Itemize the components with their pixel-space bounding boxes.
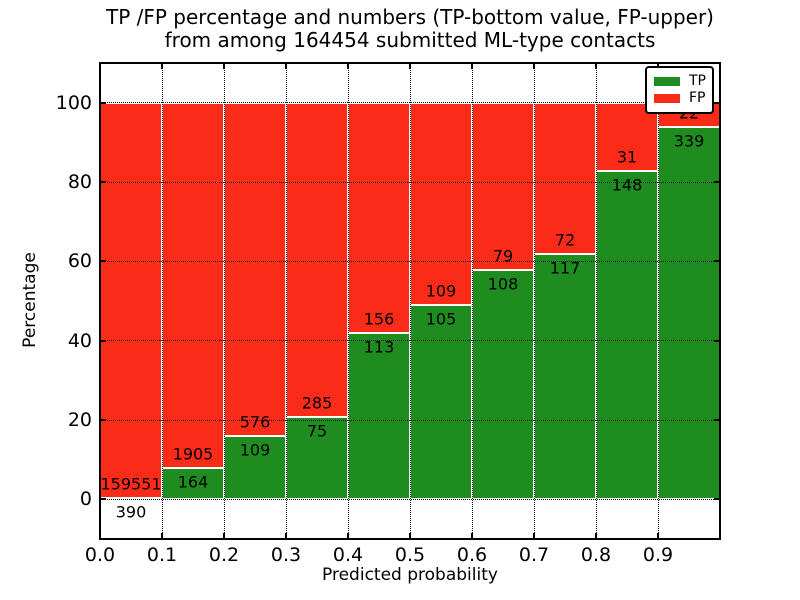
fp-count-label: 156: [363, 309, 395, 329]
bar-segment-tp: [224, 436, 286, 500]
y-tick-label: 20: [67, 409, 92, 431]
fp-count-label: 72: [554, 230, 576, 250]
x-tick-label: 0.4: [332, 544, 364, 566]
y-tick-left: [100, 419, 106, 421]
legend-item-tp: TP: [654, 73, 706, 90]
bar-segment-tp: [286, 416, 348, 500]
y-tick-left: [100, 181, 106, 183]
fp-count-label: 109: [425, 281, 457, 301]
fp-count-label: 31: [616, 147, 638, 167]
fp-count-label: 576: [239, 412, 271, 432]
bar-segment-tp: [410, 304, 472, 500]
x-tick-top: [347, 63, 349, 69]
legend-swatch-fp: [654, 94, 680, 103]
x-tick-bottom: [347, 533, 349, 539]
fp-count-label: 1905: [172, 444, 214, 464]
x-tick-top: [471, 63, 473, 69]
x-tick-bottom: [99, 533, 101, 539]
x-tick-label: 0.6: [456, 544, 488, 566]
legend-item-fp: FP: [654, 90, 706, 107]
x-tick-bottom: [161, 533, 163, 539]
chart-title: TP /FP percentage and numbers (TP-bottom…: [100, 6, 720, 52]
bar-segment-fp: [410, 102, 472, 305]
x-tick-label: 0.7: [518, 544, 550, 566]
x-tick-label: 0.3: [270, 544, 302, 566]
chart-title-line1: TP /FP percentage and numbers (TP-bottom…: [106, 5, 714, 29]
x-tick-top: [223, 63, 225, 69]
tp-count-label: 108: [487, 274, 519, 294]
y-tick-label: 100: [55, 91, 92, 114]
bar-segment-tp: [348, 332, 410, 500]
bar-segment-tp: [658, 126, 720, 500]
bar-segment-tp: [534, 253, 596, 500]
fp-count-label: 79: [492, 246, 514, 266]
tp-count-label: 113: [363, 337, 395, 357]
y-tick-right: [714, 260, 720, 263]
bar-segment-fp: [348, 102, 410, 333]
legend: TP FP: [645, 66, 714, 114]
x-axis-label: Predicted probability: [322, 565, 498, 585]
tp-count-label: 148: [611, 175, 643, 195]
tp-count-label: 109: [239, 440, 271, 460]
bar-segment-tp: [472, 270, 534, 500]
bar-segment-fp: [224, 102, 286, 437]
bar-segment-fp: [162, 102, 224, 468]
x-tick-top: [285, 63, 287, 69]
x-tick-top: [595, 63, 597, 69]
x-tick-top: [533, 63, 535, 69]
chart-title-line2: from among 164454 submitted ML-type cont…: [164, 28, 656, 52]
legend-swatch-tp: [654, 77, 680, 86]
tp-count-label: 105: [425, 309, 457, 329]
bar-segment-fp: [286, 102, 348, 417]
legend-label: TP: [689, 73, 706, 89]
legend-label: FP: [689, 90, 706, 106]
y-tick-label: 0: [79, 488, 92, 511]
y-tick-label: 40: [67, 329, 92, 352]
y-tick-left: [100, 260, 106, 263]
x-tick-label: 0.0: [84, 544, 116, 566]
x-tick-bottom: [285, 533, 287, 539]
y-tick-right: [714, 101, 720, 104]
y-tick-label: 60: [67, 250, 92, 273]
tp-count-label: 164: [177, 472, 209, 492]
tp-count-label: 75: [306, 421, 328, 441]
bar-segment-fp: [100, 102, 162, 499]
fp-count-label: 285: [301, 393, 333, 413]
x-tick-bottom: [223, 533, 225, 539]
x-tick-label: 0.1: [146, 544, 178, 566]
y-tick-right: [714, 498, 720, 501]
x-tick-bottom: [533, 533, 535, 539]
y-tick-left: [100, 498, 106, 501]
x-tick-label: 0.8: [580, 544, 612, 566]
x-tick-bottom: [657, 533, 659, 539]
fp-count-label: 159551: [100, 474, 162, 494]
x-tick-bottom: [471, 533, 473, 539]
tp-count-label: 390: [115, 502, 147, 522]
y-tick-right: [714, 181, 720, 183]
x-tick-label: 0.2: [208, 544, 240, 566]
x-tick-bottom: [595, 533, 597, 539]
y-tick-label: 80: [67, 171, 92, 193]
y-tick-right: [714, 339, 720, 342]
y-tick-right: [714, 419, 720, 421]
bar-segment-tp: [596, 171, 658, 500]
tp-count-label: 339: [673, 131, 705, 151]
bar-segment-tp: [100, 498, 162, 501]
y-tick-left: [100, 339, 106, 342]
x-tick-label: 0.5: [394, 544, 426, 566]
bar-segment-fp: [472, 102, 534, 271]
x-tick-label: 0.9: [642, 544, 674, 566]
x-tick-top: [409, 63, 411, 69]
y-tick-left: [100, 101, 106, 104]
y-axis-label: Percentage: [20, 252, 40, 348]
x-tick-top: [99, 63, 101, 69]
tp-count-label: 117: [549, 258, 581, 278]
x-tick-top: [161, 63, 163, 69]
x-tick-bottom: [409, 533, 411, 539]
